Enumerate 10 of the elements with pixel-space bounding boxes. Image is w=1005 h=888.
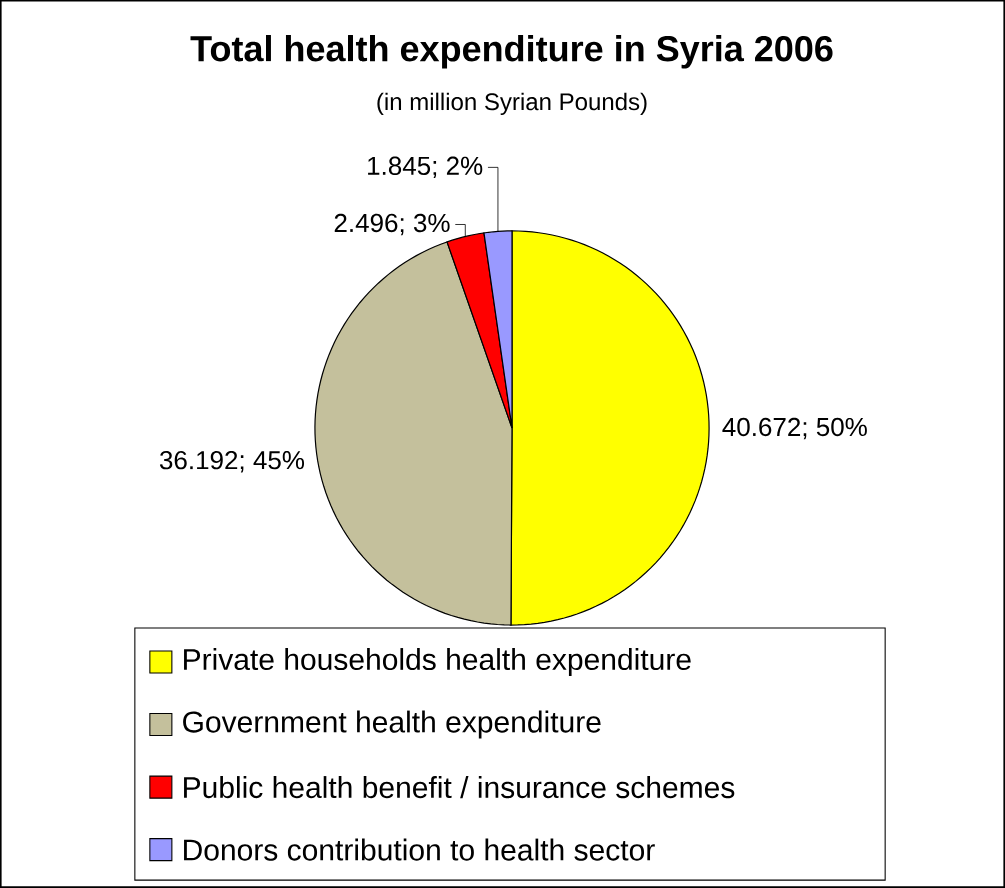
data-label: 1.845; 2%	[368, 156, 483, 179]
chart-title: Total health expenditure in Syria 2006	[190, 35, 833, 69]
data-label: 36.192; 45%	[159, 450, 305, 473]
chart-subtitle: (in million Syrian Pounds)	[377, 92, 647, 116]
legend-label: Private households health expenditure	[184, 648, 691, 677]
data-label: 2.496; 3%	[334, 213, 450, 236]
legend-label: Government health expenditure	[183, 710, 601, 739]
legend-label: Public health benefit / insurance schemes	[184, 776, 735, 799]
legend-label: Donors contribution to health sector	[184, 838, 655, 861]
data-label: 40.672; 50%	[722, 417, 867, 440]
